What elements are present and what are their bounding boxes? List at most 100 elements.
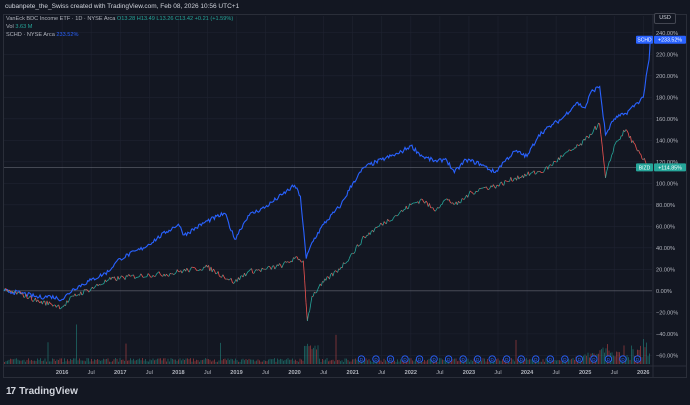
bizd-segment	[408, 203, 411, 209]
bizd-segment	[544, 167, 547, 171]
volume-bar	[316, 349, 317, 364]
volume-bar	[193, 358, 194, 364]
volume-bar	[292, 358, 293, 364]
axes: 2016 Jul 2017 Jul 2018 Jul 2019 Jul 2020 Jul 2021 J…	[3, 14, 687, 378]
bizd-segment	[141, 275, 144, 278]
volume-bar	[169, 361, 170, 364]
volume-bar	[185, 358, 187, 364]
bizd-segment	[210, 266, 213, 273]
bizd-segment	[625, 129, 628, 131]
volume-bar	[224, 358, 226, 364]
bizd-segment	[391, 218, 394, 221]
volume-bar	[152, 358, 154, 364]
volume-bar	[29, 360, 31, 364]
volume-bar	[67, 359, 68, 364]
bizd-segment	[397, 213, 400, 216]
volume-bar	[532, 359, 533, 364]
legend-vol-label: Vol	[6, 24, 14, 30]
volume-bar	[253, 359, 254, 364]
volume-bar	[200, 360, 202, 364]
bizd-segment	[418, 200, 421, 204]
volume-bar	[164, 358, 166, 364]
bizd-segment	[387, 219, 390, 222]
volume-bar	[538, 360, 539, 364]
y-tick-label: 120.00%	[656, 160, 678, 166]
bizd-segment	[463, 196, 466, 200]
volume-bar	[26, 359, 28, 364]
bizd-value-badge	[654, 163, 686, 172]
bizd-segment	[434, 209, 437, 212]
volume-bar	[254, 361, 256, 364]
bizd-segment	[122, 276, 125, 279]
volume-bar	[91, 358, 92, 364]
bizd-segment	[542, 170, 545, 173]
volume-bar	[569, 359, 571, 364]
volume-bar	[427, 359, 428, 364]
bizd-segment	[294, 256, 297, 259]
bizd-segment	[168, 273, 171, 277]
volume-bar	[217, 361, 218, 364]
bizd-segment	[158, 271, 161, 275]
volume-bar	[28, 358, 29, 364]
volume-bar	[187, 358, 188, 364]
bizd-segment	[523, 173, 526, 179]
bizd-segment	[236, 277, 239, 282]
volume-bar	[98, 359, 100, 364]
volume-bar	[335, 334, 337, 364]
volume-bar	[643, 339, 644, 364]
price-badges: SCHD +233.52% BIZD +114.85%	[636, 35, 686, 172]
volume-bar	[496, 359, 497, 364]
legend-compare-row[interactable]: SCHD · NYSE Arca 233.52%	[6, 31, 233, 39]
volume-bar	[70, 358, 71, 364]
volume-bar	[587, 352, 589, 364]
currency-selector[interactable]: USD	[654, 13, 676, 24]
volume-bar	[20, 360, 22, 364]
bizd-segment	[169, 272, 172, 275]
bizd-segment	[611, 152, 614, 156]
chart-pane[interactable]	[3, 14, 687, 378]
volume-bar	[422, 361, 424, 364]
legend-main-row[interactable]: VanEck BDC Income ETF · 1D · NYSE Arca O…	[6, 15, 233, 23]
volume-bar	[559, 360, 560, 364]
bizd-segment	[472, 192, 474, 195]
bizd-segment	[285, 261, 287, 263]
volume-bar	[436, 359, 437, 364]
bizd-segment	[588, 133, 591, 139]
chart-caption: cubanpete_the_Swiss created with Trading…	[5, 3, 240, 10]
volume-bar	[397, 359, 398, 364]
bizd-segment	[482, 187, 485, 189]
bizd-segment	[25, 293, 28, 299]
bizd-segment	[325, 276, 328, 281]
bizd-segment	[547, 165, 550, 170]
volume-bar	[269, 358, 271, 364]
bizd-segment	[498, 182, 501, 187]
y-tick-label: 40.00%	[656, 246, 675, 252]
bizd-segment	[641, 158, 644, 161]
bizd-segment	[312, 292, 315, 297]
bizd-segment	[256, 269, 258, 271]
bizd-segment	[147, 273, 150, 276]
volume-bar	[509, 361, 511, 364]
tradingview-logo[interactable]: 17 TradingView	[6, 386, 78, 397]
volume-bar	[179, 358, 181, 364]
volume-bar	[94, 359, 95, 364]
volume-bar	[10, 358, 11, 364]
bizd-segment	[246, 271, 249, 274]
volume-bar	[80, 360, 82, 364]
bizd-segment	[47, 301, 50, 306]
bizd-segment	[436, 207, 438, 210]
volume-bar	[514, 361, 515, 364]
bizd-segment	[346, 260, 349, 263]
bizd-segment	[275, 264, 278, 268]
volume-bar	[11, 359, 13, 364]
volume-bar	[586, 355, 587, 364]
dividend-marker-label: D	[563, 357, 567, 362]
bizd-segment	[7, 289, 9, 292]
bizd-segment	[550, 164, 552, 166]
volume-bar	[61, 358, 62, 364]
legend-volume-row[interactable]: Vol 3.63 M	[6, 23, 233, 31]
bizd-segment	[9, 290, 12, 293]
volume-bar	[524, 359, 526, 364]
volume-bar	[572, 357, 574, 364]
